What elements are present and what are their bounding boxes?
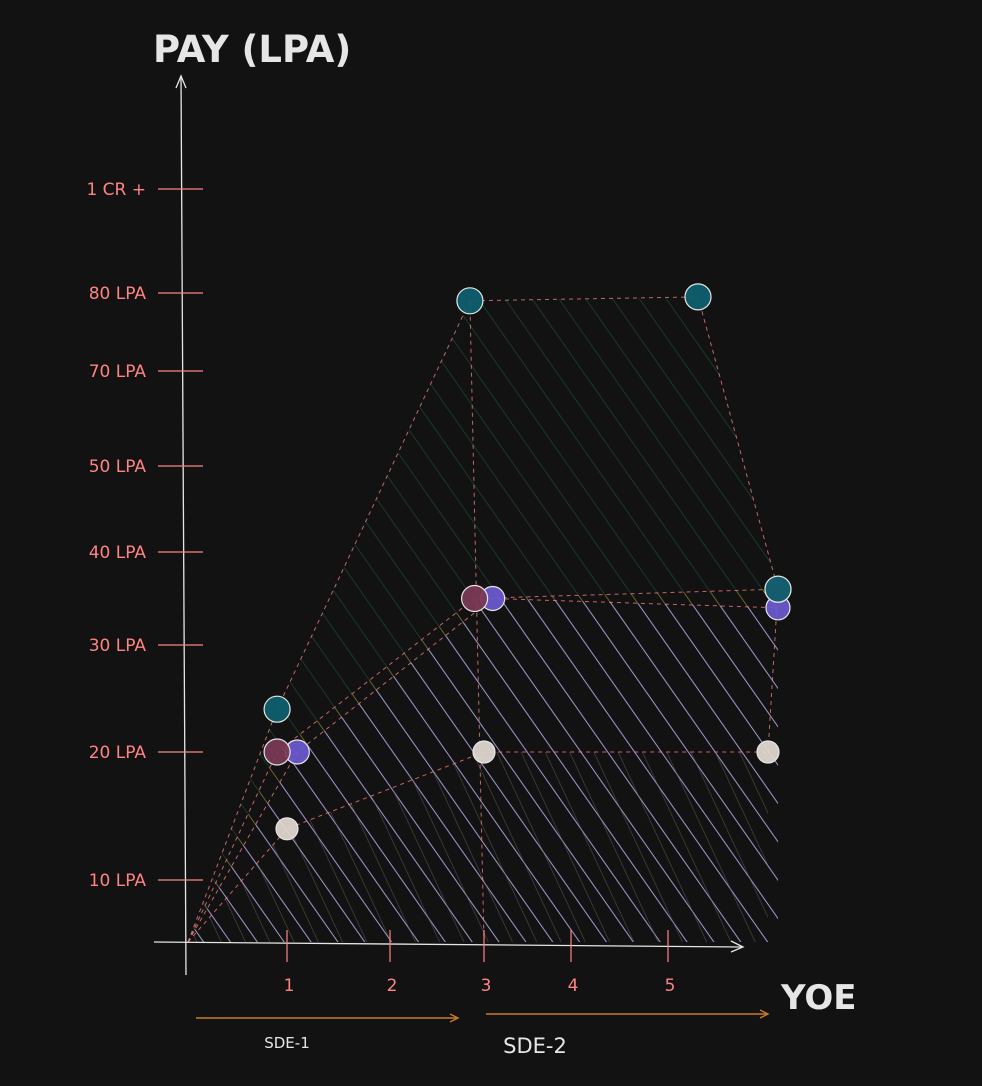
y-tick-label-6: 70 LPA — [89, 362, 147, 382]
x-axis-title: YOE — [780, 978, 857, 1018]
y-tick-label-4: 40 LPA — [89, 543, 147, 563]
band-arrowhead-2 — [759, 1009, 770, 1019]
band-arrowhead-1 — [449, 1013, 460, 1023]
series-line-3 — [187, 588, 779, 943]
sde2-boundary-line — [469, 300, 485, 943]
x-axis-line — [153, 941, 743, 948]
x-tick-label-4: 4 — [568, 976, 579, 996]
series-fill-layer — [188, 296, 778, 942]
data-point-s3-2 — [461, 584, 489, 613]
y-axis-line — [180, 75, 187, 976]
x-axis-arrowhead — [730, 940, 745, 953]
series-area-1 — [188, 752, 768, 942]
axes: PAY (LPA) YOE — [153, 28, 857, 1018]
x-tick-label-5: 5 — [665, 976, 676, 996]
data-point-s1-1 — [275, 817, 299, 841]
y-tick-label-8: 1 CR + — [86, 180, 146, 200]
data-point-s1-2 — [472, 740, 496, 764]
y-axis-arrowhead — [175, 74, 187, 89]
y-tick-label-5: 50 LPA — [89, 457, 147, 477]
y-ticks: 10 LPA 20 LPA 30 LPA 40 LPA 50 LPA 70 LPA 80 L… — [86, 180, 203, 891]
series-line-1 — [187, 751, 768, 943]
x-tick-label-1: 1 — [284, 976, 295, 996]
x-tick-label-2: 2 — [387, 976, 398, 996]
data-point-s1-3 — [756, 740, 780, 764]
data-point-s4-4 — [764, 575, 792, 603]
series-points — [263, 283, 792, 841]
x-ticks: 1 2 3 4 5 — [284, 930, 676, 996]
y-axis-title: PAY (LPA) — [153, 28, 351, 71]
x-tick-label-3: 3 — [481, 976, 492, 996]
series-line-2 — [187, 597, 779, 943]
y-tick-label-3: 30 LPA — [89, 636, 147, 656]
band-label-1: SDE-1 — [264, 1034, 310, 1052]
data-point-s4-2 — [456, 287, 484, 315]
role-bands: SDE-1 SDE-2 — [196, 1009, 770, 1058]
data-point-s4-1 — [263, 695, 291, 723]
data-point-s3-1 — [263, 738, 291, 766]
y-tick-label-1: 10 LPA — [89, 871, 147, 891]
data-point-s4-3 — [684, 283, 712, 311]
y-tick-label-7: 80 LPA — [89, 284, 147, 304]
band-label-2: SDE-2 — [503, 1034, 567, 1058]
y-tick-label-2: 20 LPA — [89, 743, 147, 763]
